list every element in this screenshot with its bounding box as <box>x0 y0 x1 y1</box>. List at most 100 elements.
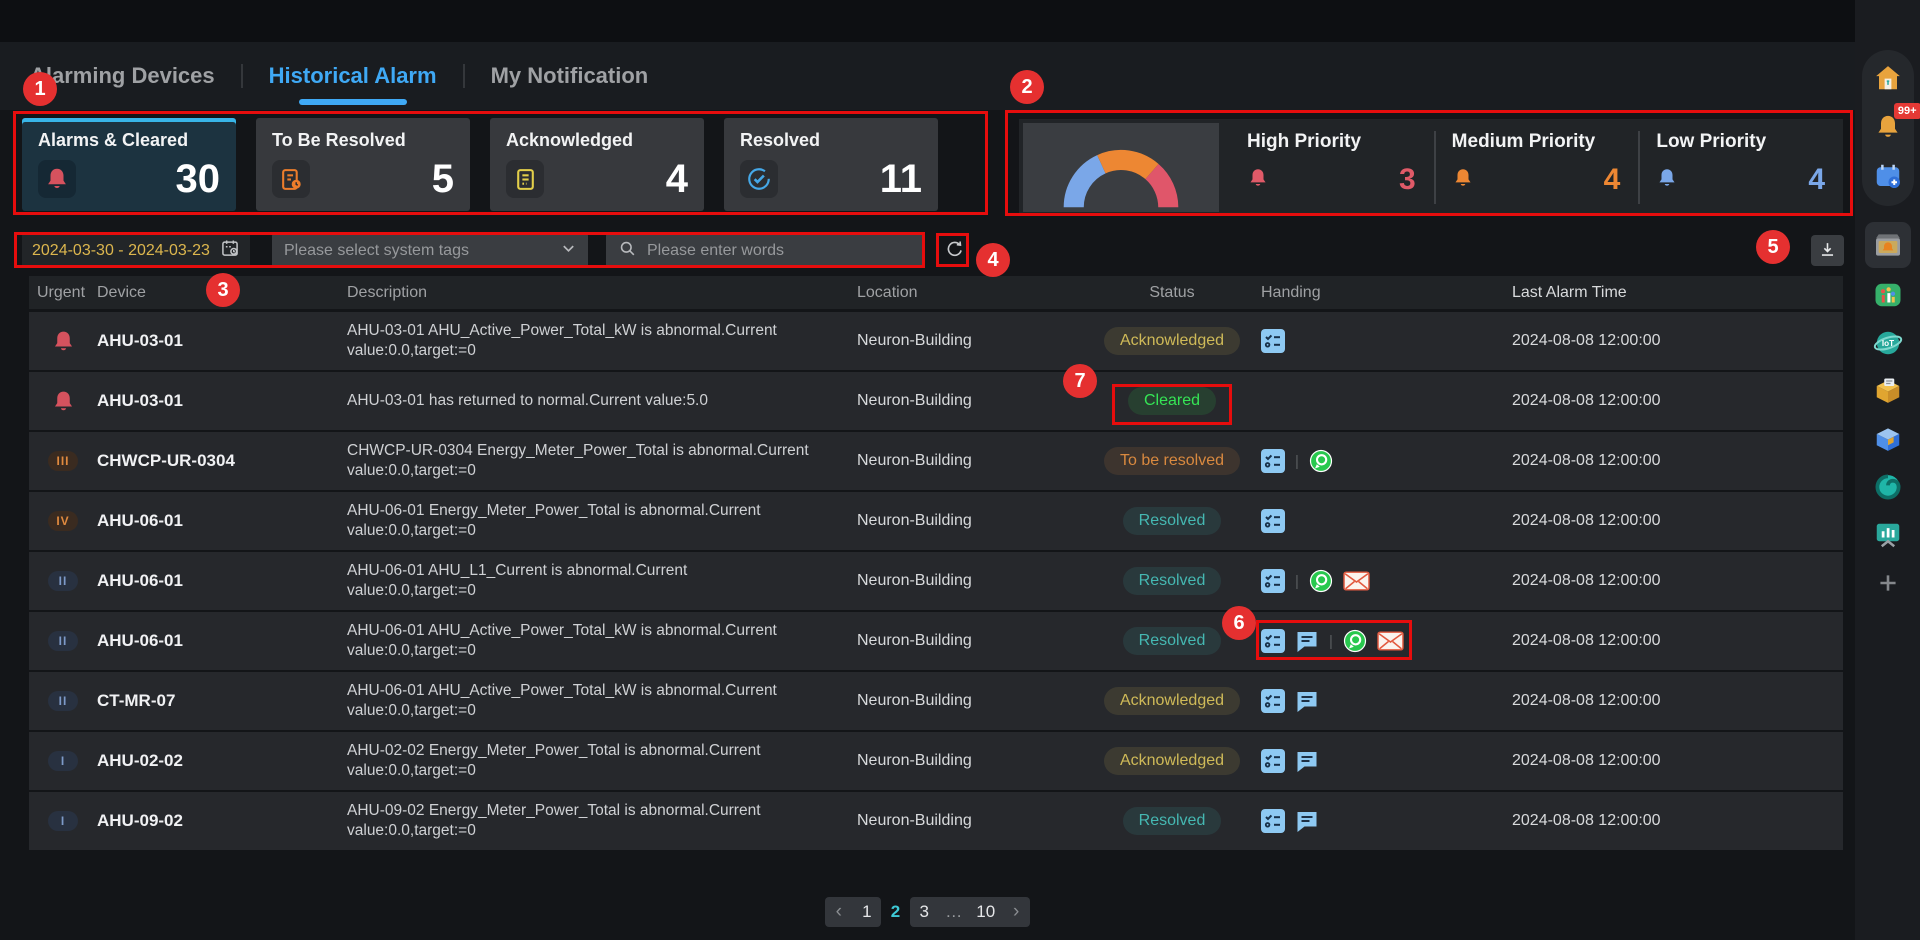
checklist-icon[interactable] <box>1261 509 1285 533</box>
last-alarm-time: 2024-08-08 12:00:00 <box>1512 392 1661 409</box>
whatsapp-icon[interactable] <box>1343 629 1367 653</box>
priority-label: Medium Priority <box>1451 131 1596 152</box>
page-button-10[interactable]: 10 <box>976 902 996 921</box>
checklist-icon[interactable] <box>1261 569 1285 593</box>
priority-value: 4 <box>1808 163 1826 196</box>
table-row[interactable]: AHU-03-01 AHU-03-01 has returned to norm… <box>29 372 1843 430</box>
status-badge-cleared: Cleared <box>1127 387 1217 415</box>
device-name: AHU-06-01 <box>97 631 183 650</box>
checklist-icon[interactable] <box>1261 809 1285 833</box>
status-badge: Acknowledged <box>1103 687 1241 715</box>
iot-globe-icon[interactable]: IoT <box>1871 326 1905 360</box>
device-name: AHU-09-02 <box>97 811 183 830</box>
alarm-table: Urgent Device Description Location Statu… <box>29 276 1843 852</box>
alarm-description: AHU-02-02 Energy_Meter_Power_Total is ab… <box>347 741 761 779</box>
sidebar-pill-group: 99+ <box>1861 50 1920 206</box>
table-row[interactable]: III CHWCP-UR-0304 CHWCP-UR-0304 Energy_M… <box>29 432 1843 490</box>
column-device: Device <box>97 283 146 301</box>
chevron-down-icon <box>561 241 576 261</box>
checklist-icon[interactable] <box>1261 749 1285 773</box>
bell-icon-high <box>1247 167 1269 194</box>
tab-alarming-devices[interactable]: Alarming Devices <box>30 63 215 88</box>
checklist-icon[interactable] <box>1261 449 1285 473</box>
table-row[interactable]: I AHU-02-02 AHU-02-02 Energy_Meter_Power… <box>29 732 1843 790</box>
checklist-icon[interactable] <box>1261 329 1285 353</box>
download-button[interactable] <box>1811 235 1844 266</box>
assets-box-icon[interactable] <box>1871 374 1905 408</box>
column-status: Status <box>1149 283 1195 301</box>
refresh-button[interactable] <box>941 237 969 265</box>
device-name: AHU-02-02 <box>97 751 183 770</box>
page-button-1[interactable]: 1 <box>862 902 872 921</box>
page-prev-button[interactable]: ‹ <box>835 901 842 922</box>
device-name: AHU-06-01 <box>97 571 183 590</box>
calendar-add-icon[interactable] <box>1871 159 1905 193</box>
card-label: Alarms & Cleared <box>38 130 189 150</box>
table-row[interactable]: IV AHU-06-01 AHU-06-01 Energy_Meter_Powe… <box>29 492 1843 550</box>
add-app-button[interactable] <box>1871 566 1905 600</box>
devices-grid-icon[interactable] <box>1871 278 1905 312</box>
priority-value: 3 <box>1398 163 1416 196</box>
system-tags-select[interactable]: Please select system tags <box>272 234 588 267</box>
comment-icon[interactable] <box>1295 809 1319 833</box>
whatsapp-icon[interactable] <box>1309 449 1333 473</box>
page-button-3[interactable]: 3 <box>919 902 929 921</box>
date-range-picker[interactable]: 2024-03-30 - 2024-03-23 <box>22 234 250 267</box>
filter-bar: 2024-03-30 - 2024-03-23 Please select sy… <box>22 234 969 267</box>
table-header: Urgent Device Description Location Statu… <box>29 276 1843 309</box>
table-row[interactable]: II AHU-06-01 AHU-06-01 AHU_L1_Current is… <box>29 552 1843 610</box>
handing-divider: | <box>1295 572 1299 590</box>
last-alarm-time: 2024-08-08 12:00:00 <box>1512 512 1661 529</box>
column-last-alarm-time: Last Alarm Time <box>1512 283 1627 301</box>
location: Neuron-Building <box>857 692 972 709</box>
urgent-bell-icon <box>29 389 97 414</box>
page-button-2-active[interactable]: 2 <box>890 902 901 921</box>
card-alarms-cleared[interactable]: Alarms & Cleared 30 <box>22 118 236 211</box>
card-to-be-resolved[interactable]: To Be Resolved 5 <box>256 118 470 211</box>
tab-my-notification[interactable]: My Notification <box>490 63 649 88</box>
table-row[interactable]: AHU-03-01 AHU-03-01 AHU_Active_Power_Tot… <box>29 312 1843 370</box>
table-row[interactable]: I AHU-09-02 AHU-09-02 Energy_Meter_Power… <box>29 792 1843 850</box>
reports-chart-icon[interactable] <box>1871 518 1905 552</box>
card-acknowledged[interactable]: Acknowledged 4 <box>490 118 704 211</box>
urgent-level-badge: III <box>48 451 78 471</box>
checklist-icon[interactable] <box>1261 629 1285 653</box>
calendar-icon <box>220 238 240 263</box>
email-icon[interactable] <box>1343 571 1370 591</box>
location: Neuron-Building <box>857 752 972 769</box>
checklist-icon[interactable] <box>1261 689 1285 713</box>
home-icon[interactable] <box>1871 61 1905 95</box>
email-icon[interactable] <box>1377 631 1404 651</box>
handing-divider: | <box>1329 632 1333 650</box>
table-row[interactable]: II AHU-06-01 AHU-06-01 AHU_Active_Power_… <box>29 612 1843 670</box>
pagination: ‹ 1 2 3 … 10 › <box>0 897 1855 927</box>
alarm-bell-icon[interactable]: 99+ <box>1871 103 1920 144</box>
last-alarm-time: 2024-08-08 12:00:00 <box>1512 332 1661 349</box>
card-value: 5 <box>431 157 454 201</box>
card-value: 11 <box>879 157 922 201</box>
comment-icon[interactable] <box>1295 749 1319 773</box>
card-resolved[interactable]: Resolved 11 <box>724 118 938 211</box>
page-next-button[interactable]: › <box>1013 901 1020 922</box>
alarm-archive-icon-selected[interactable] <box>1864 222 1911 268</box>
comment-icon[interactable] <box>1295 689 1319 713</box>
whatsapp-icon[interactable] <box>1309 569 1333 593</box>
model-cube-icon[interactable] <box>1871 422 1905 456</box>
urgent-level-badge: II <box>48 691 78 711</box>
alarm-description: AHU-03-01 AHU_Active_Power_Total_kW is a… <box>347 321 777 359</box>
check-circle-icon <box>740 160 778 198</box>
card-label: To Be Resolved <box>272 130 406 150</box>
status-badge: Resolved <box>1122 627 1222 655</box>
priority-label: Low Priority <box>1656 131 1767 152</box>
table-row[interactable]: II CT-MR-07 AHU-06-01 AHU_Active_Power_T… <box>29 672 1843 730</box>
energy-swirl-icon[interactable] <box>1871 470 1905 504</box>
right-sidebar: 99+ IoT <box>1855 0 1920 940</box>
device-name: CHWCP-UR-0304 <box>97 451 235 470</box>
tab-historical-alarm[interactable]: Historical Alarm <box>268 63 437 88</box>
last-alarm-time: 2024-08-08 12:00:00 <box>1512 692 1661 709</box>
urgent-level-badge: II <box>48 631 78 651</box>
comment-icon[interactable] <box>1295 629 1319 653</box>
alarm-bell-icon <box>38 160 76 198</box>
search-input[interactable]: Please enter words <box>606 234 924 267</box>
download-icon <box>1818 240 1837 262</box>
